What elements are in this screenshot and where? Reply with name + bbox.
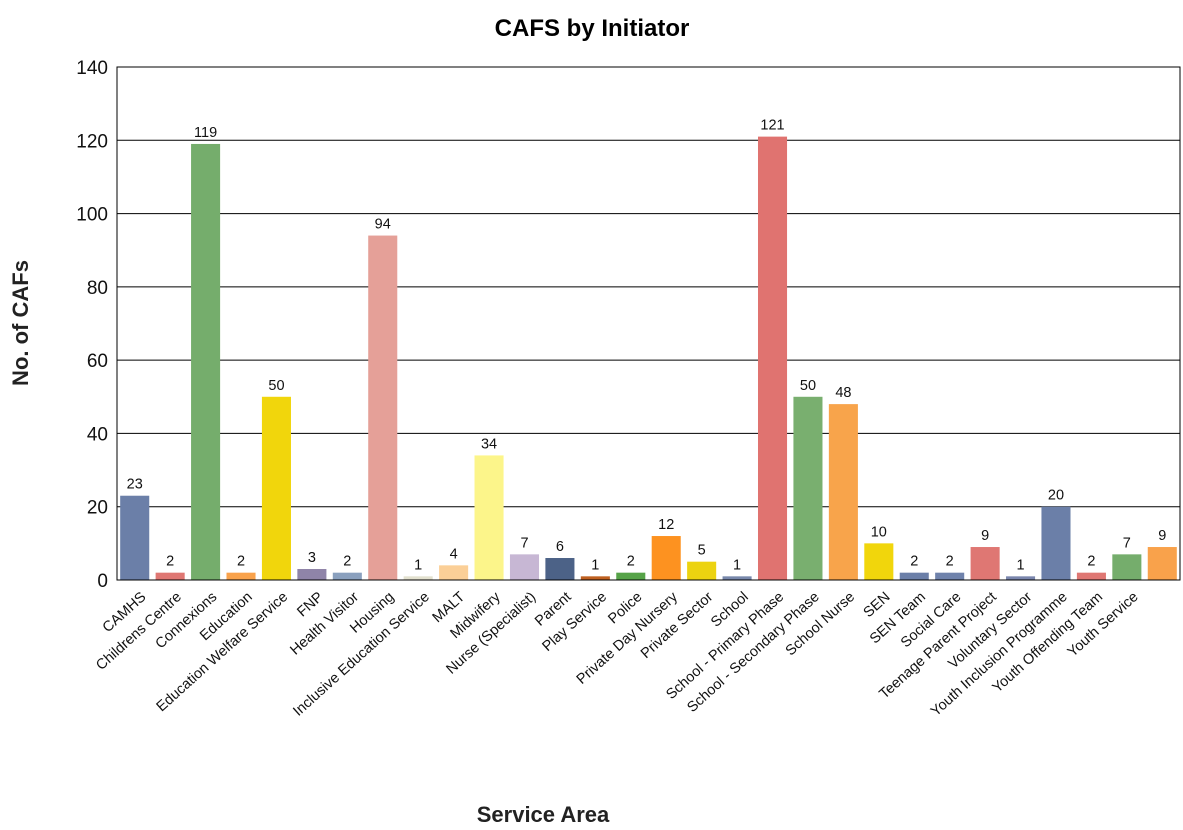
- bar: [191, 143, 221, 580]
- bar: [332, 572, 362, 580]
- data-label: 1: [733, 557, 741, 573]
- y-tick-label: 140: [76, 58, 108, 79]
- data-label: 2: [946, 554, 954, 570]
- data-label: 9: [1158, 528, 1166, 544]
- data-label: 4: [450, 546, 458, 562]
- y-tick-label: 40: [87, 424, 108, 445]
- data-label: 9: [981, 528, 989, 544]
- bar: [1147, 547, 1177, 580]
- data-label: 121: [760, 118, 784, 134]
- bar: [1041, 506, 1071, 580]
- data-label: 2: [1087, 554, 1095, 570]
- bar: [474, 455, 504, 580]
- data-label: 2: [166, 554, 174, 570]
- bar: [722, 576, 752, 580]
- bar: [864, 543, 894, 580]
- y-tick-label: 60: [87, 351, 108, 372]
- data-label: 23: [127, 477, 143, 493]
- bar: [970, 547, 1000, 580]
- data-label: 1: [414, 557, 422, 573]
- bar: [545, 558, 575, 580]
- bar: [403, 576, 433, 580]
- data-label: 3: [308, 550, 316, 566]
- gridlines: [117, 139, 1180, 508]
- data-label: 12: [658, 517, 674, 533]
- data-label: 2: [237, 554, 245, 570]
- data-label: 1: [591, 557, 599, 573]
- bar: [793, 396, 823, 580]
- y-tick-label: 80: [87, 278, 108, 299]
- bar: [580, 576, 610, 580]
- bar: [509, 554, 540, 580]
- data-label: 6: [556, 539, 564, 555]
- bar: [899, 572, 929, 580]
- y-tick-label: 100: [76, 205, 108, 226]
- chart-title: CAFS by Initiator: [495, 15, 690, 42]
- bar: [1112, 554, 1142, 580]
- data-label: 50: [800, 378, 816, 394]
- data-label: 34: [481, 436, 497, 452]
- data-label: 94: [375, 217, 391, 233]
- y-tick-label: 0: [97, 571, 108, 592]
- bar: [616, 572, 646, 580]
- data-label: 10: [871, 524, 887, 540]
- y-axis-title: No. of CAFs: [8, 260, 33, 386]
- bar: [226, 572, 256, 580]
- data-label: 20: [1048, 488, 1064, 504]
- data-label: 5: [698, 543, 706, 559]
- data-label: 50: [268, 378, 284, 394]
- data-label: 7: [520, 535, 528, 551]
- bar: [651, 536, 681, 580]
- bar: [935, 572, 965, 580]
- data-label: 2: [627, 554, 635, 570]
- x-axis-title: Service Area: [477, 802, 610, 827]
- y-axis-ticks: 0 20 40 60 80 100 120 140: [76, 58, 108, 592]
- data-label: 1: [1017, 557, 1025, 573]
- bar: [757, 136, 788, 580]
- data-label: 2: [343, 554, 351, 570]
- bar: [1006, 576, 1036, 580]
- y-tick-label: 20: [87, 498, 108, 519]
- bar: [828, 404, 858, 580]
- bar: [261, 396, 291, 580]
- bar: [687, 561, 717, 580]
- data-label: 7: [1123, 535, 1131, 551]
- bar: [368, 235, 398, 581]
- data-label: 119: [194, 125, 217, 141]
- bar: [439, 565, 469, 580]
- data-label: 2: [910, 554, 918, 570]
- bar: [297, 569, 327, 580]
- data-label: 48: [835, 385, 851, 401]
- plot-frame: [116, 66, 1181, 581]
- bar: [1076, 572, 1106, 580]
- y-tick-label: 120: [76, 131, 108, 152]
- bar: [120, 495, 150, 580]
- bar: [155, 572, 185, 580]
- bars: [120, 136, 1177, 581]
